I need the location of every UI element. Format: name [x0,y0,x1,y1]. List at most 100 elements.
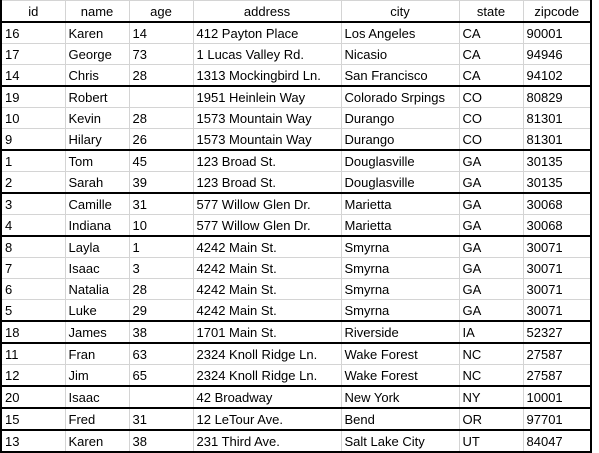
cell-id[interactable]: 8 [0,235,66,258]
cell-age[interactable]: 31 [128,407,194,431]
cell-address[interactable]: 12 LeTour Ave. [192,407,342,431]
cell-address[interactable]: 4242 Main St. [192,278,342,300]
cell-zipcode[interactable]: 27587 [522,364,592,387]
cell-city[interactable]: Douglasville [340,171,460,194]
cell-address[interactable]: 2324 Knoll Ridge Ln. [192,364,342,387]
cell-city[interactable]: Colorado Srpings [340,85,460,108]
cell-city[interactable]: Durango [340,128,460,151]
cell-zipcode[interactable]: 94946 [522,43,592,65]
cell-age[interactable]: 63 [128,342,194,365]
cell-state[interactable]: NC [458,364,524,387]
cell-city[interactable]: Riverside [340,320,460,344]
cell-zipcode[interactable]: 80829 [522,85,592,108]
cell-state[interactable]: GA [458,278,524,300]
cell-city[interactable]: Los Angeles [340,21,460,44]
cell-state[interactable]: CO [458,128,524,151]
cell-address[interactable]: 1573 Mountain Way [192,128,342,151]
cell-city[interactable]: Wake Forest [340,342,460,365]
cell-city[interactable]: Douglasville [340,149,460,172]
cell-zipcode[interactable]: 52327 [522,320,592,344]
cell-address[interactable]: 2324 Knoll Ridge Ln. [192,342,342,365]
cell-state[interactable]: GA [458,257,524,279]
cell-name[interactable]: Luke [64,299,130,322]
cell-id[interactable]: 2 [0,171,66,194]
cell-zipcode[interactable]: 94102 [522,64,592,87]
cell-id[interactable]: 5 [0,299,66,322]
cell-name[interactable]: Fred [64,407,130,431]
cell-name[interactable]: James [64,320,130,344]
cell-city[interactable]: Nicasio [340,43,460,65]
cell-age[interactable]: 39 [128,171,194,194]
cell-zipcode[interactable]: 27587 [522,342,592,365]
cell-address[interactable]: 1313 Mockingbird Ln. [192,64,342,87]
cell-zipcode[interactable]: 30135 [522,149,592,172]
cell-name[interactable]: Isaac [64,385,130,409]
cell-city[interactable]: Marietta [340,192,460,215]
cell-city[interactable]: Bend [340,407,460,431]
cell-id[interactable]: 7 [0,257,66,279]
cell-state[interactable]: CO [458,85,524,108]
cell-name[interactable]: Isaac [64,257,130,279]
cell-name[interactable]: Indiana [64,214,130,237]
cell-zipcode[interactable]: 10001 [522,385,592,409]
cell-name[interactable]: Jim [64,364,130,387]
cell-id[interactable]: 11 [0,342,66,365]
cell-id[interactable]: 17 [0,43,66,65]
cell-address[interactable]: 123 Broad St. [192,171,342,194]
cell-zipcode[interactable]: 30135 [522,171,592,194]
cell-name[interactable]: Natalia [64,278,130,300]
cell-city[interactable]: New York [340,385,460,409]
cell-state[interactable]: CA [458,21,524,44]
cell-age[interactable]: 45 [128,149,194,172]
cell-city[interactable]: San Francisco [340,64,460,87]
cell-name[interactable]: Chris [64,64,130,87]
column-header-address[interactable]: address [192,0,342,23]
cell-age[interactable]: 73 [128,43,194,65]
column-header-name[interactable]: name [64,0,130,23]
cell-name[interactable]: George [64,43,130,65]
cell-name[interactable]: Kevin [64,107,130,129]
cell-city[interactable]: Smyrna [340,299,460,322]
cell-address[interactable]: 1 Lucas Valley Rd. [192,43,342,65]
cell-state[interactable]: GA [458,299,524,322]
cell-id[interactable]: 9 [0,128,66,151]
cell-age[interactable] [128,385,194,409]
cell-state[interactable]: CA [458,43,524,65]
cell-id[interactable]: 1 [0,149,66,172]
cell-address[interactable]: 412 Payton Place [192,21,342,44]
cell-state[interactable]: UT [458,429,524,453]
cell-city[interactable]: Smyrna [340,257,460,279]
cell-address[interactable]: 123 Broad St. [192,149,342,172]
cell-city[interactable]: Durango [340,107,460,129]
cell-state[interactable]: OR [458,407,524,431]
cell-address[interactable]: 4242 Main St. [192,257,342,279]
cell-address[interactable]: 4242 Main St. [192,235,342,258]
cell-zipcode[interactable]: 81301 [522,107,592,129]
cell-state[interactable]: CA [458,64,524,87]
cell-zipcode[interactable]: 30068 [522,214,592,237]
cell-state[interactable]: IA [458,320,524,344]
cell-state[interactable]: NC [458,342,524,365]
cell-name[interactable]: Camille [64,192,130,215]
cell-age[interactable]: 29 [128,299,194,322]
cell-name[interactable]: Layla [64,235,130,258]
cell-age[interactable]: 38 [128,320,194,344]
cell-address[interactable]: 577 Willow Glen Dr. [192,214,342,237]
cell-zipcode[interactable]: 30071 [522,278,592,300]
cell-city[interactable]: Smyrna [340,278,460,300]
cell-state[interactable]: GA [458,192,524,215]
cell-id[interactable]: 19 [0,85,66,108]
cell-age[interactable]: 65 [128,364,194,387]
cell-id[interactable]: 10 [0,107,66,129]
cell-address[interactable]: 1701 Main St. [192,320,342,344]
cell-address[interactable]: 1951 Heinlein Way [192,85,342,108]
cell-state[interactable]: GA [458,235,524,258]
cell-name[interactable]: Sarah [64,171,130,194]
cell-id[interactable]: 13 [0,429,66,453]
cell-state[interactable]: GA [458,214,524,237]
cell-age[interactable]: 14 [128,21,194,44]
cell-age[interactable]: 38 [128,429,194,453]
cell-state[interactable]: GA [458,171,524,194]
cell-state[interactable]: GA [458,149,524,172]
cell-age[interactable]: 31 [128,192,194,215]
